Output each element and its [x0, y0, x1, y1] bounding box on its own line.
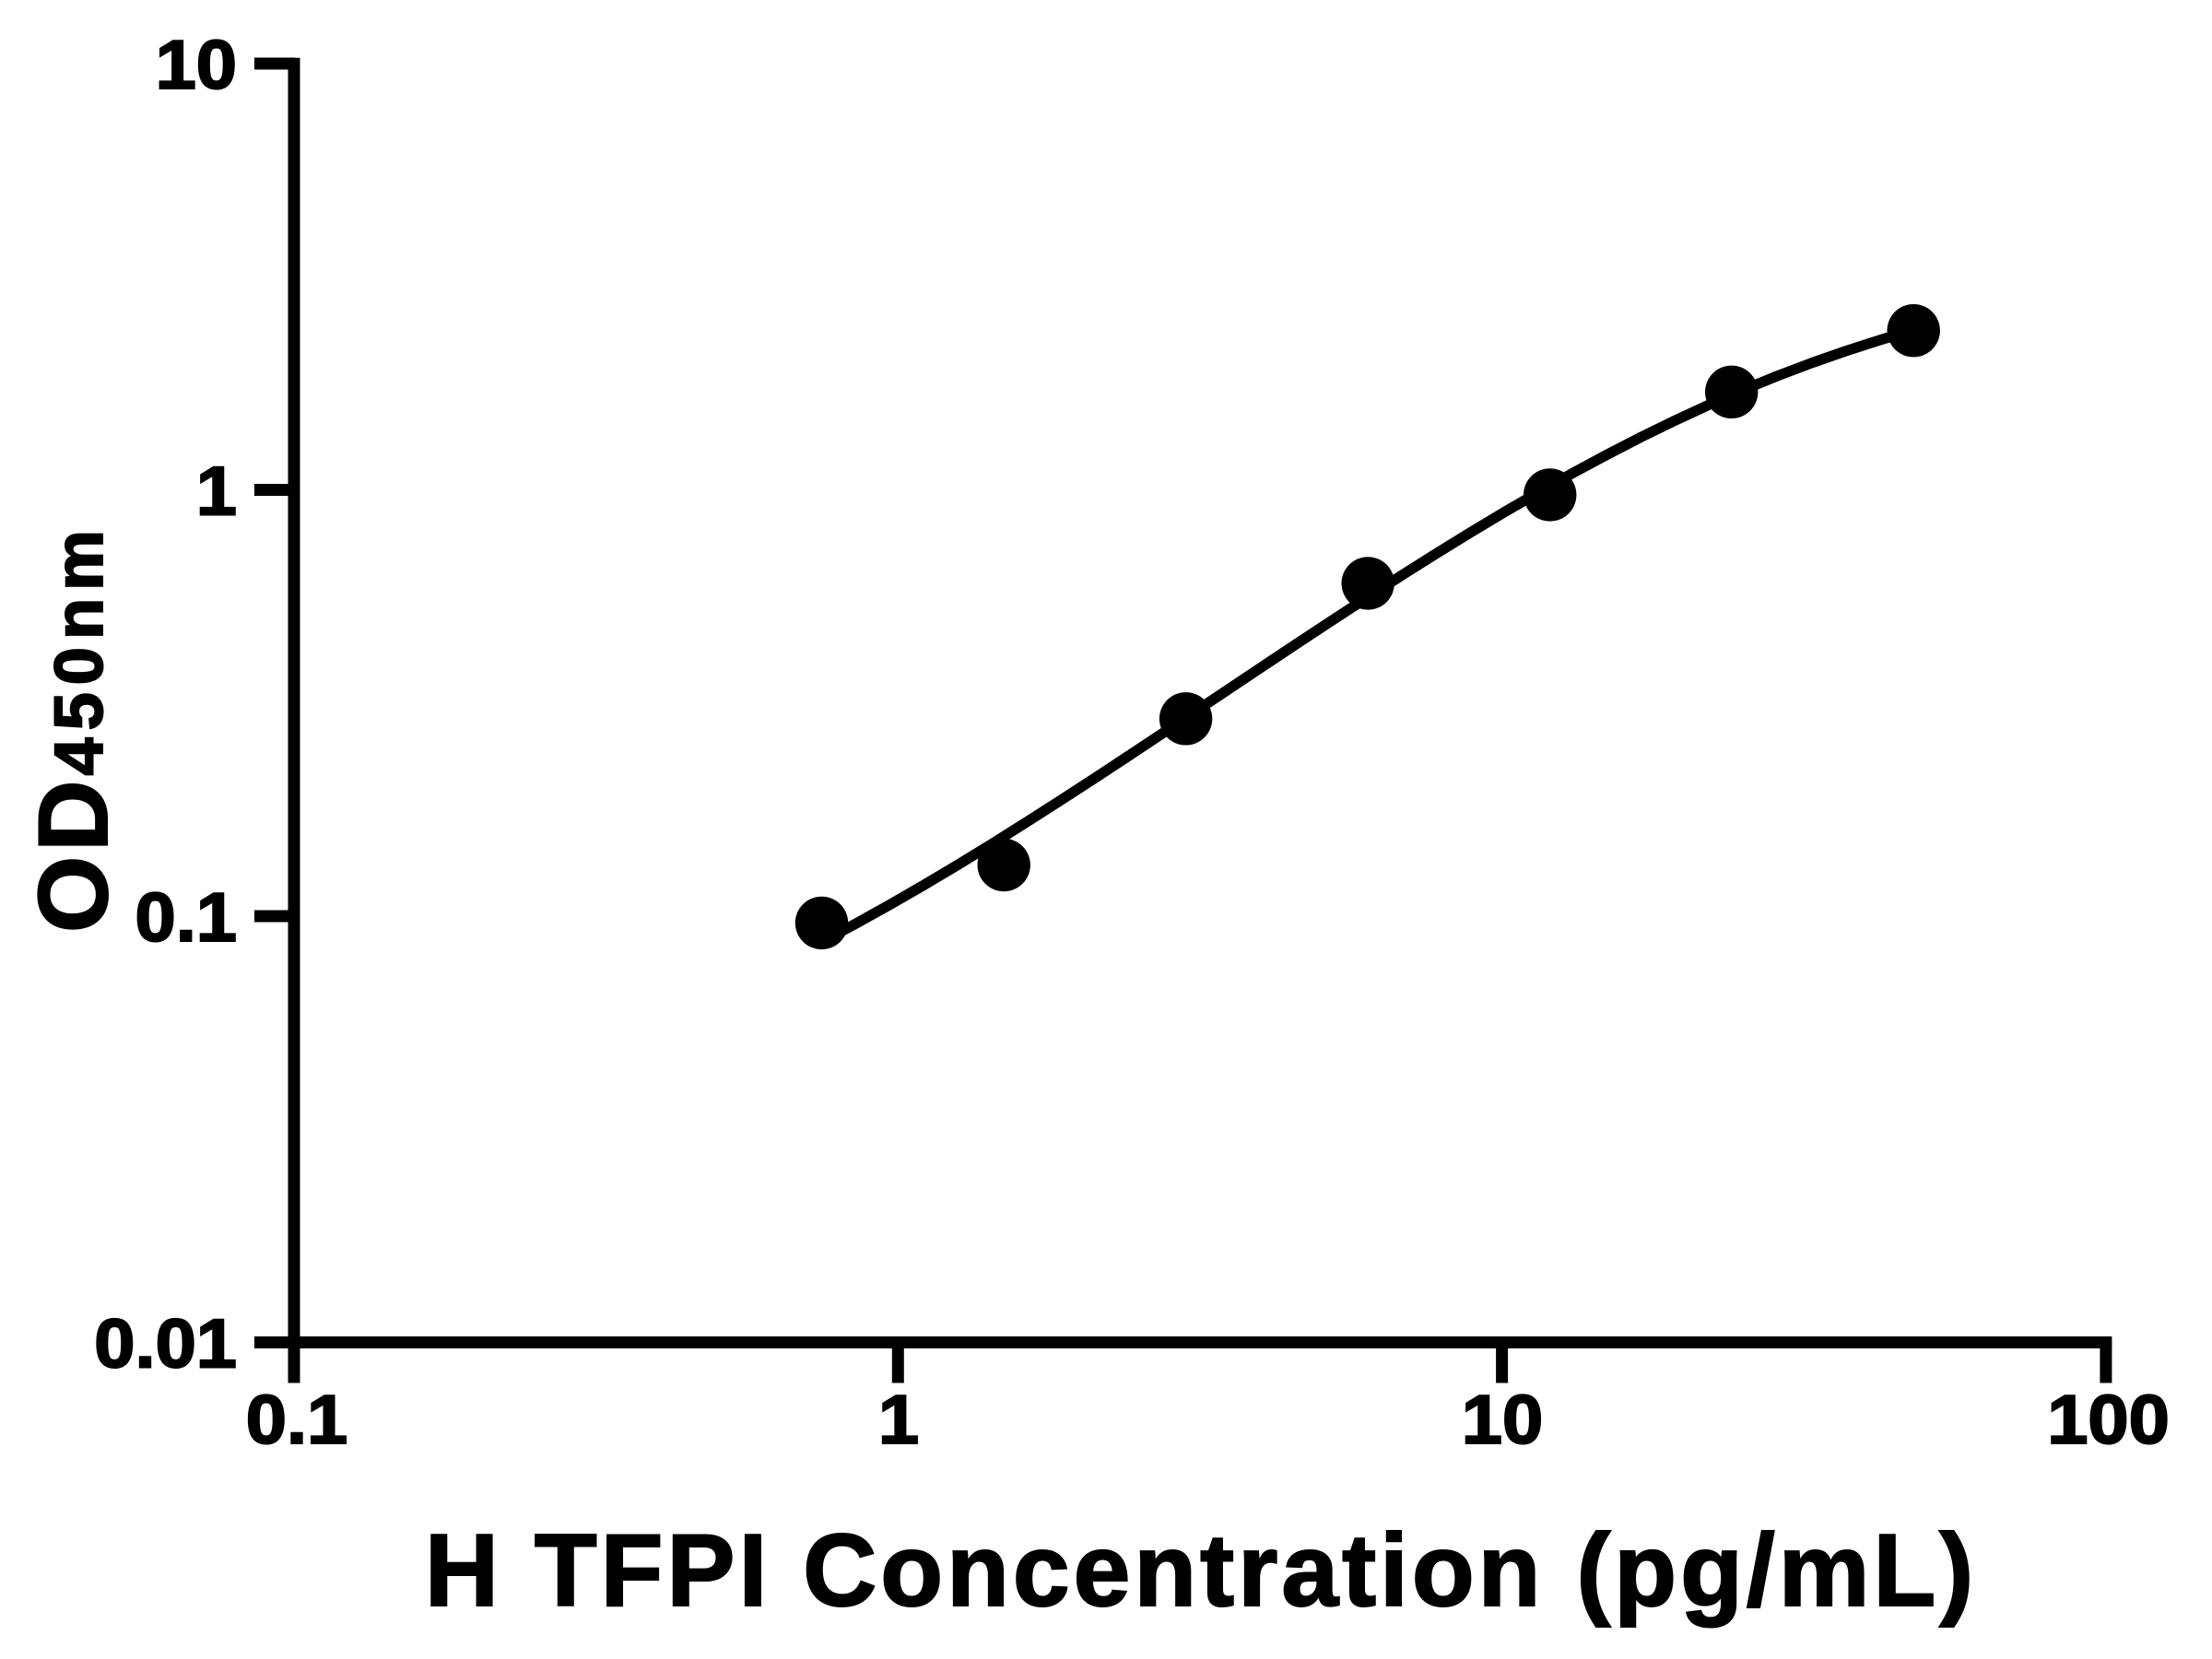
svg-text:10: 10 — [156, 27, 237, 103]
svg-text:10: 10 — [1462, 1382, 1543, 1458]
svg-text:0.01: 0.01 — [94, 1306, 237, 1382]
svg-text:1: 1 — [196, 453, 237, 530]
svg-text:0.1: 0.1 — [135, 879, 237, 956]
svg-text:0.1: 0.1 — [246, 1382, 348, 1458]
svg-text:1: 1 — [878, 1382, 919, 1458]
svg-text:H TFPI Concentration (pg/mL): H TFPI Concentration (pg/mL) — [425, 1513, 1977, 1628]
svg-text:100: 100 — [2047, 1382, 2170, 1458]
